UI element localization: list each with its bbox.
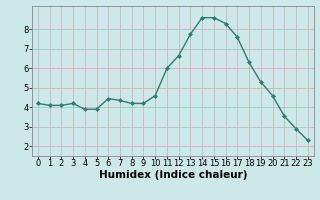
X-axis label: Humidex (Indice chaleur): Humidex (Indice chaleur) bbox=[99, 170, 247, 180]
